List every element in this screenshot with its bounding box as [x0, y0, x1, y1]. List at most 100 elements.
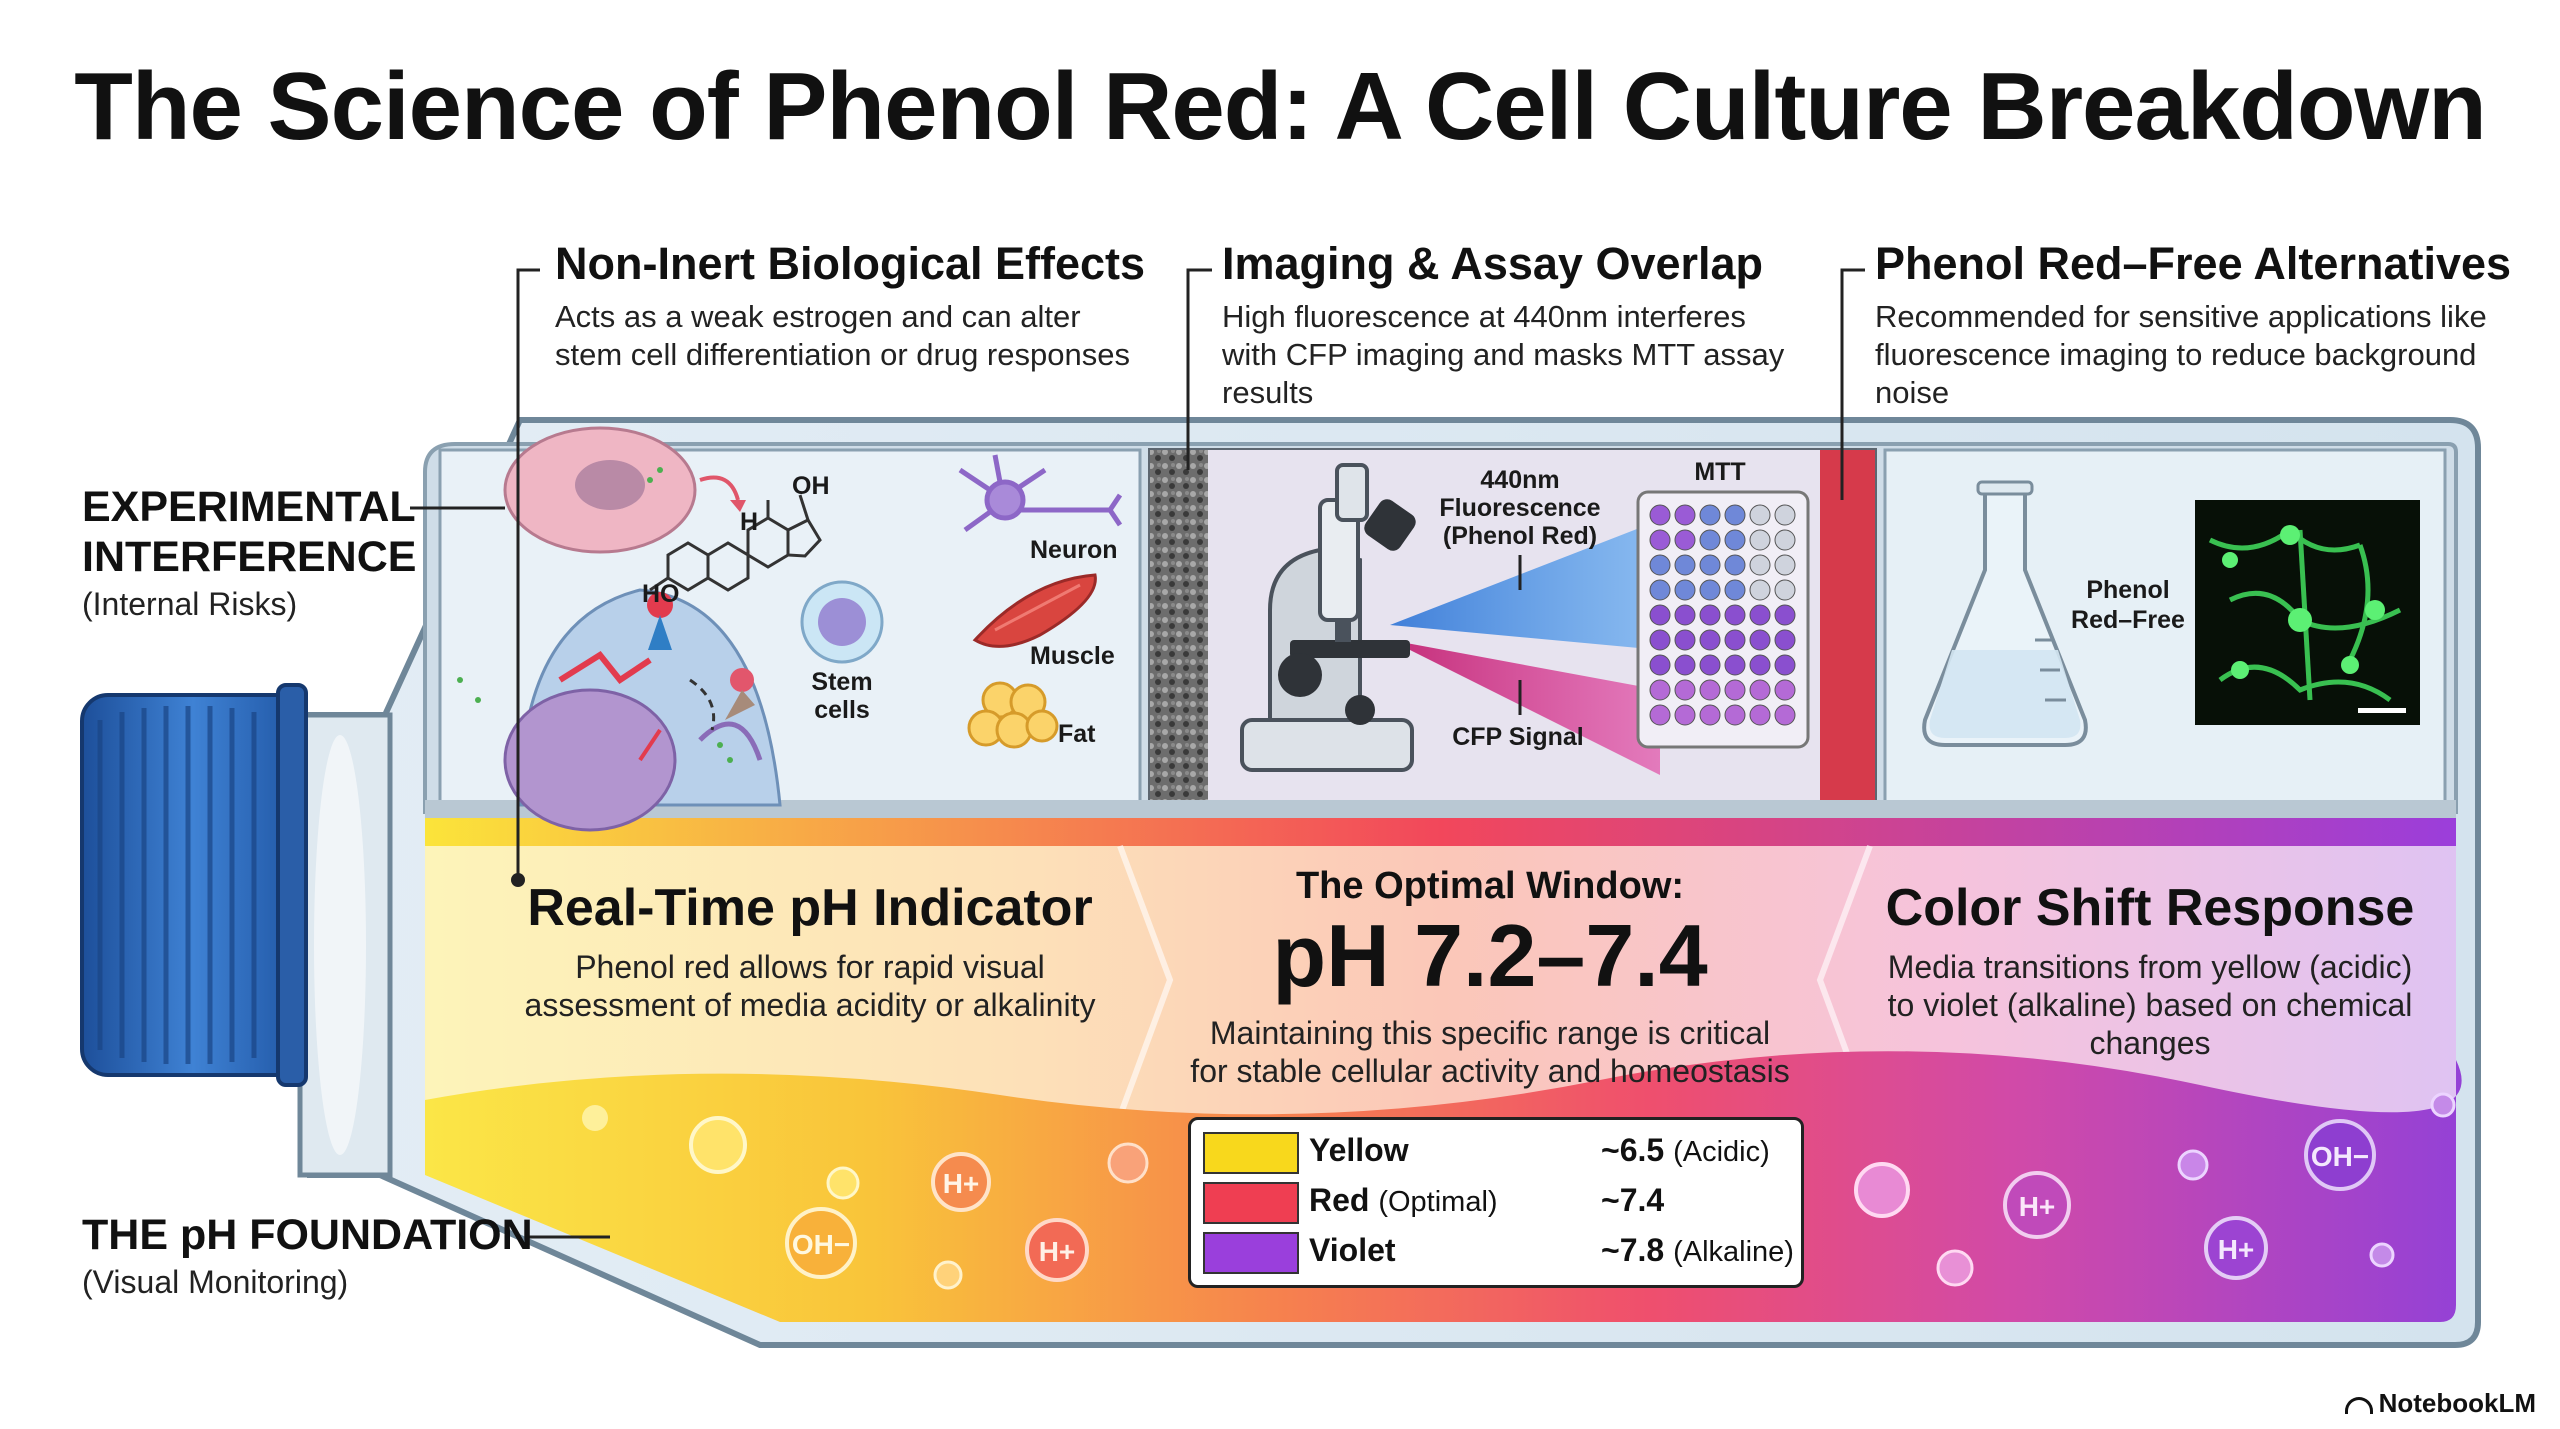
cell-illustration [457, 426, 782, 832]
plate-well [1674, 654, 1696, 676]
plate-well [1674, 554, 1696, 576]
cfp-label: CFP Signal [1452, 723, 1584, 751]
legend-swatch [1203, 1182, 1299, 1224]
annotation-imaging-overlap: Imaging & Assay Overlap High fluorescenc… [1222, 238, 1802, 412]
legend-row: Yellow ~6.5 (Acidic) [1191, 1126, 1801, 1174]
legend-value: ~7.8 (Alkaline) [1601, 1232, 1794, 1268]
ion-label: H+ [943, 1168, 980, 1199]
annotation-desc: Recommended for sensitive applications l… [1875, 299, 2487, 410]
plate-well [1699, 629, 1721, 651]
plate-well [1674, 529, 1696, 551]
phenol-red-free-label: Phenol [2086, 576, 2169, 604]
side-title: INTERFERENCE [82, 533, 417, 581]
plate-well [1749, 704, 1771, 726]
plate-well [1649, 579, 1671, 601]
ion-h-badge: H+ [1025, 1218, 1089, 1282]
band-title: Real-Time pH Indicator [527, 879, 1093, 937]
plate-well [1674, 504, 1696, 526]
stem-cell-icon [800, 580, 884, 664]
neuron-label: Neuron [1030, 536, 1118, 564]
plate-well [1699, 679, 1721, 701]
plate-well [1749, 504, 1771, 526]
band-desc: Phenol red allows for rapid visual [575, 949, 1045, 985]
annotation-title: Phenol Red–Free Alternatives [1875, 238, 2512, 289]
plate-well [1699, 554, 1721, 576]
plate-well [1724, 579, 1746, 601]
band-desc: changes [2089, 1025, 2211, 1061]
plate-well [1724, 529, 1746, 551]
plate-well [1749, 529, 1771, 551]
phenol-red-free-label: Red–Free [2071, 606, 2185, 634]
fluorescence-micrograph [2195, 500, 2420, 725]
ph-color-legend: Yellow ~6.5 (Acidic) Red (Optimal) ~7.4 … [1188, 1117, 1804, 1288]
annotation-title: Imaging & Assay Overlap [1222, 238, 1764, 289]
legend-name: Yellow [1309, 1132, 1409, 1168]
annotation-desc: Acts as a weak estrogen and can alter st… [555, 299, 1130, 372]
h-label: H [740, 508, 758, 536]
legend-row: Red (Optimal) ~7.4 [1191, 1176, 1801, 1224]
plate-well [1724, 704, 1746, 726]
annotation-biological-effects: Non-Inert Biological Effects Acts as a w… [555, 238, 1145, 374]
side-title: EXPERIMENTAL [82, 483, 416, 531]
band-desc: assessment of media acidity or alkalinit… [524, 987, 1096, 1023]
plate-well [1649, 654, 1671, 676]
ion-label: H+ [2218, 1234, 2255, 1265]
band-ph-indicator: Real-Time pH Indicator Phenol red allows… [490, 878, 1130, 1024]
plate-well [1774, 579, 1796, 601]
plate-well [1649, 629, 1671, 651]
plate-well [1774, 654, 1796, 676]
plate-well [1699, 529, 1721, 551]
ho-label: HO [642, 580, 680, 608]
plate-well [1699, 504, 1721, 526]
plate-well [1724, 679, 1746, 701]
plate-well [1699, 604, 1721, 626]
band-optimal-window: The Optimal Window: pH 7.2–7.4 Maintaini… [1160, 865, 1820, 1090]
band-desc: for stable cellular activity and homeost… [1190, 1053, 1790, 1089]
band-desc: Maintaining this specific range is criti… [1209, 1015, 1771, 1051]
ph-foundation-label: THE pH FOUNDATION (Visual Monitoring) [82, 1210, 533, 1301]
side-subtitle: (Internal Risks) [82, 586, 298, 622]
ion-h-badge: H+ [931, 1152, 991, 1212]
fluorescence-label: 440nm [1480, 466, 1559, 494]
optimal-ph-value: pH 7.2–7.4 [1272, 906, 1708, 1005]
band-color-shift: Color Shift Response Media transitions f… [1845, 878, 2455, 1062]
plate-well [1774, 554, 1796, 576]
brand-label: NotebookLM [2378, 1388, 2536, 1418]
plate-well [1674, 604, 1696, 626]
plate-well [1774, 629, 1796, 651]
legend-name: Red (Optimal) [1309, 1182, 1498, 1218]
ion-h-badge: H+ [2003, 1171, 2071, 1239]
page-title: The Science of Phenol Red: A Cell Cultur… [74, 53, 2487, 160]
plate-well [1674, 629, 1696, 651]
plate-well [1749, 629, 1771, 651]
mtt-label: MTT [1694, 458, 1745, 486]
ion-label: H+ [1039, 1236, 1076, 1267]
ion-label: OH− [2311, 1141, 2369, 1172]
ion-oh-badge: OH− [785, 1207, 857, 1279]
legend-swatch [1203, 1132, 1299, 1174]
band-desc: to violet (alkaline) based on chemical [1887, 987, 2413, 1023]
plate-well [1699, 579, 1721, 601]
legend-name: Violet [1309, 1232, 1396, 1268]
fat-cells-icon [967, 681, 1059, 749]
annotation-desc: High fluorescence at 440nm interferes wi… [1222, 299, 1785, 410]
plate-well [1649, 554, 1671, 576]
ion-h-badge: H+ [2204, 1216, 2268, 1280]
legend-value: ~7.4 [1601, 1182, 1665, 1218]
muscle-label: Muscle [1030, 642, 1115, 670]
stem-label: cells [814, 696, 870, 724]
neuron-icon [958, 454, 1123, 533]
fluorescence-label: (Phenol Red) [1443, 522, 1597, 550]
plate-well [1649, 504, 1671, 526]
ion-oh-badge: OH− [2304, 1119, 2376, 1191]
plate-well [1749, 604, 1771, 626]
annotation-phenol-red-free: Phenol Red–Free Alternatives Recommended… [1875, 238, 2515, 412]
optimal-window-kicker: The Optimal Window: [1295, 865, 1685, 907]
side-title: THE pH FOUNDATION [82, 1211, 533, 1259]
mtt-plate [1636, 490, 1810, 749]
notebooklm-brand: NotebookLM [2344, 1388, 2536, 1419]
flask-cap [80, 683, 308, 1087]
plate-well [1649, 704, 1671, 726]
plate-well [1724, 604, 1746, 626]
